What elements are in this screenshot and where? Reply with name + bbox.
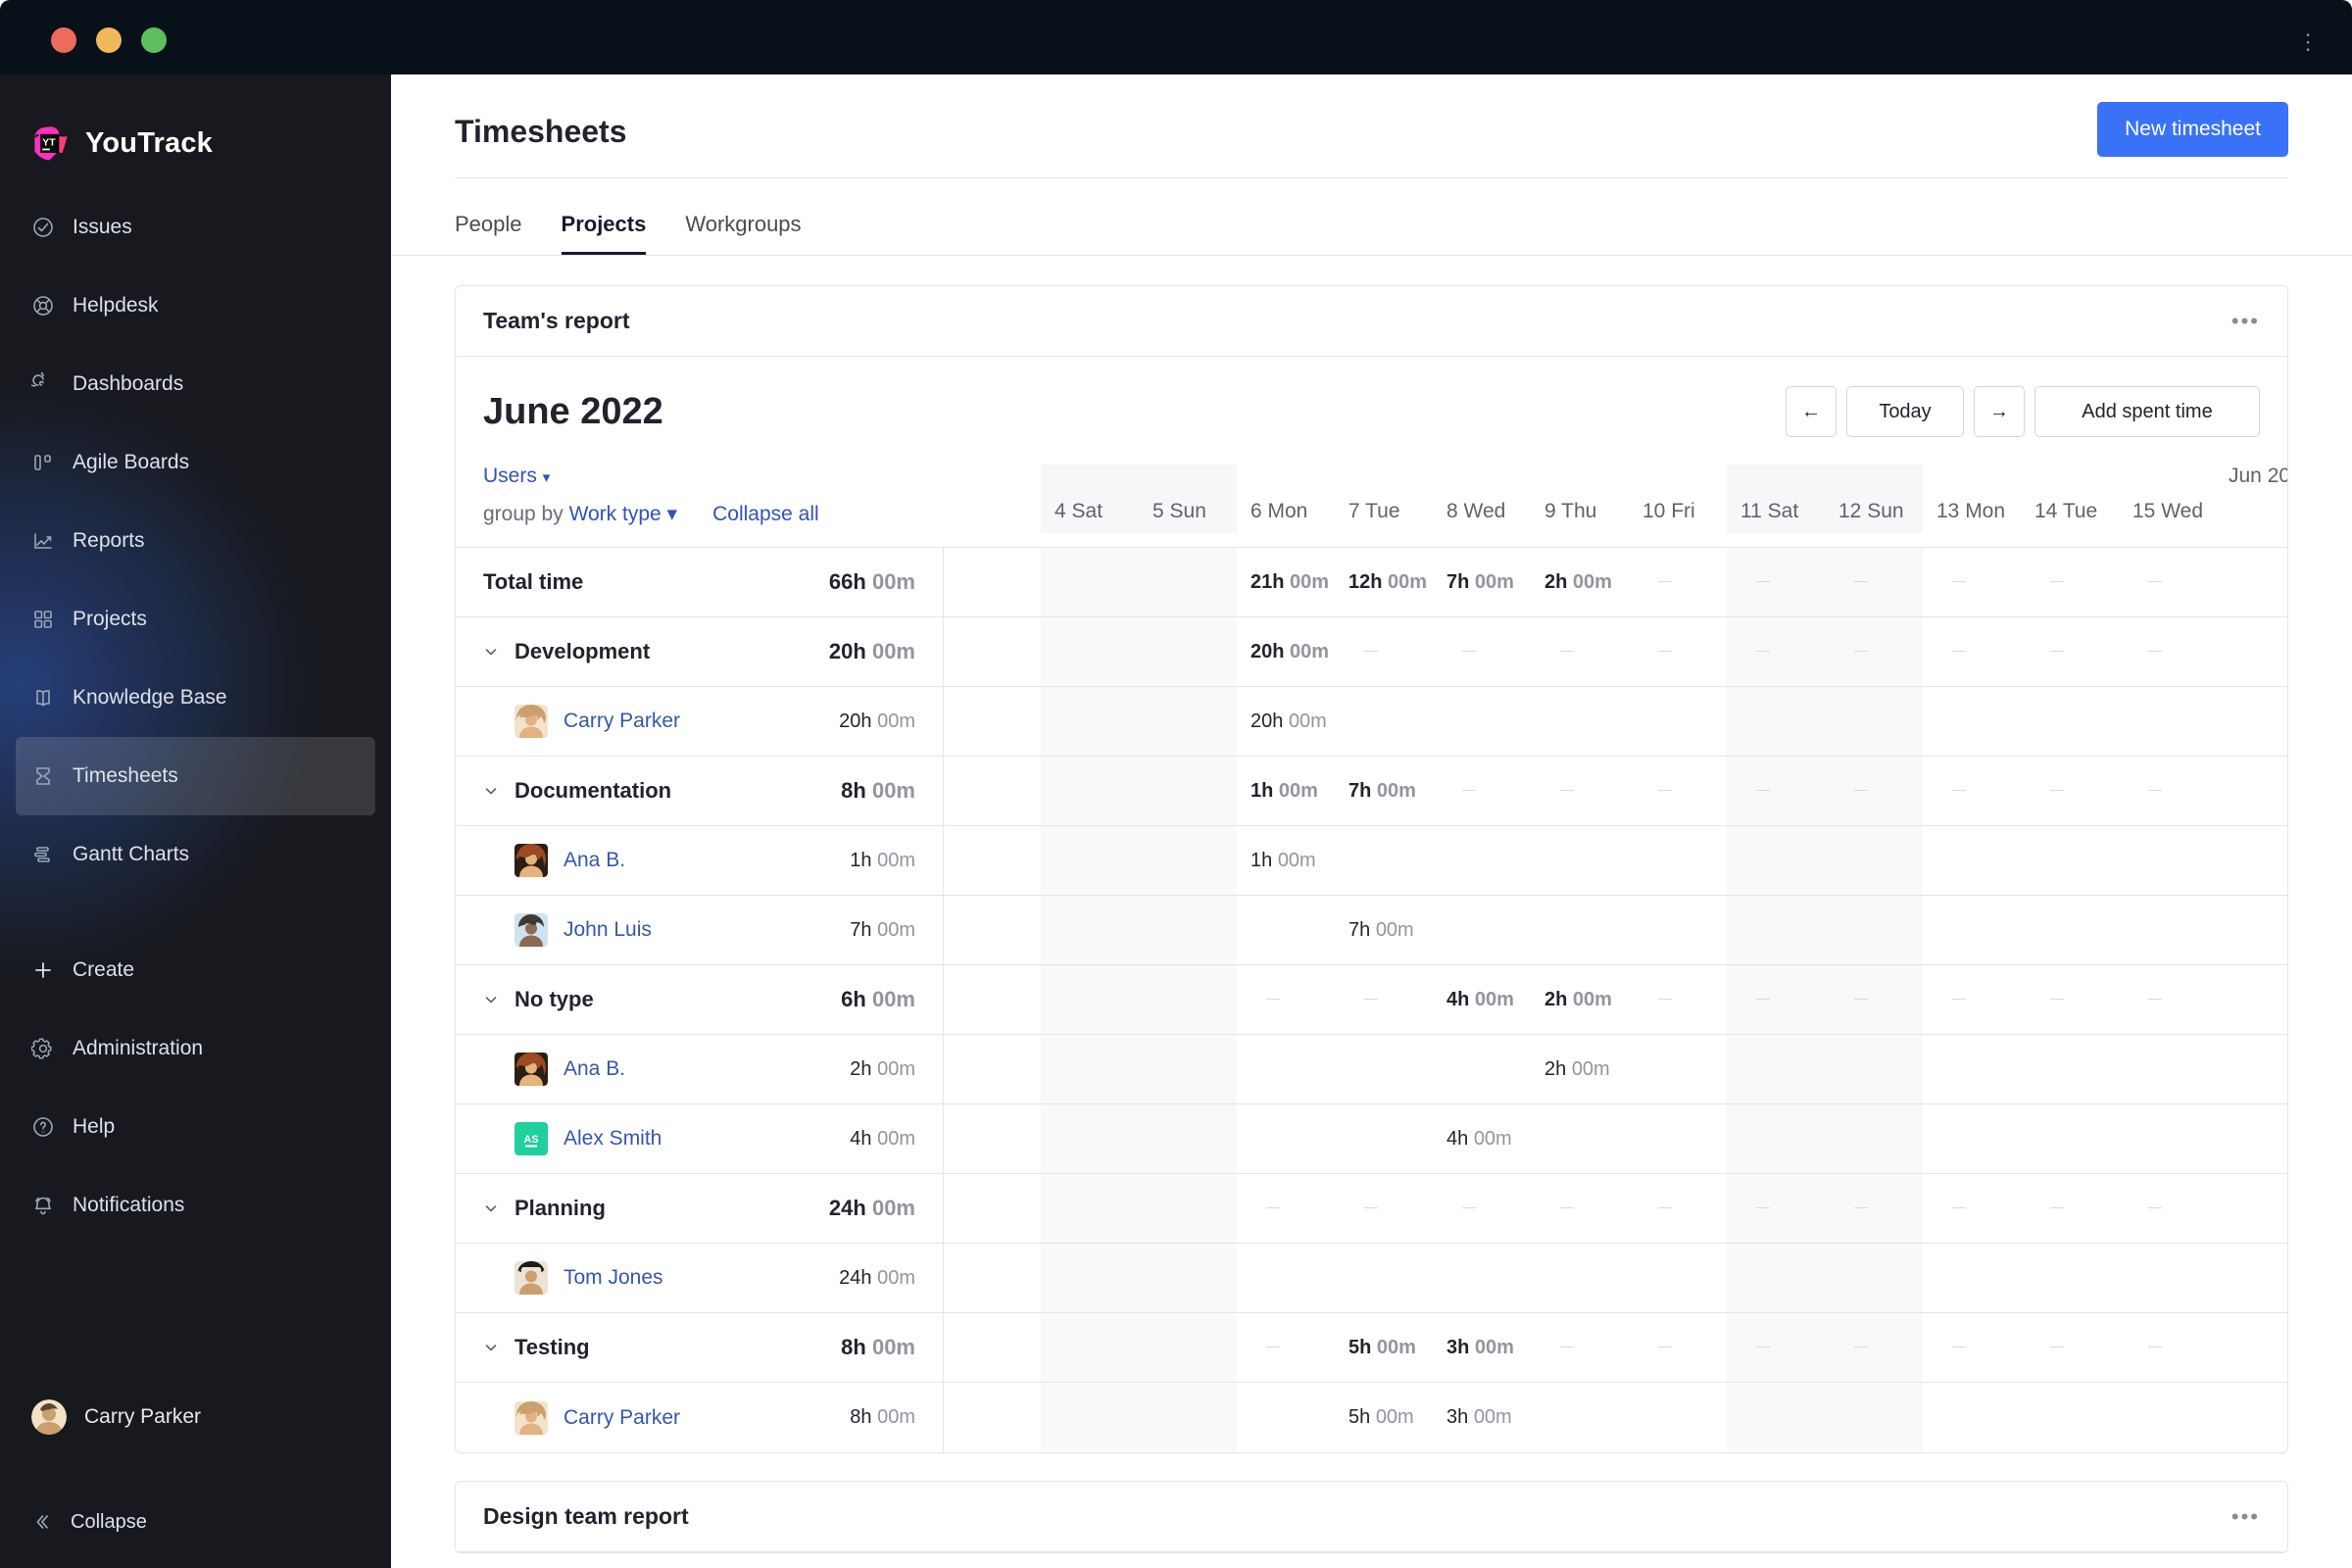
svg-text:YT: YT [42,138,56,149]
svg-text:AS: AS [523,1134,538,1146]
